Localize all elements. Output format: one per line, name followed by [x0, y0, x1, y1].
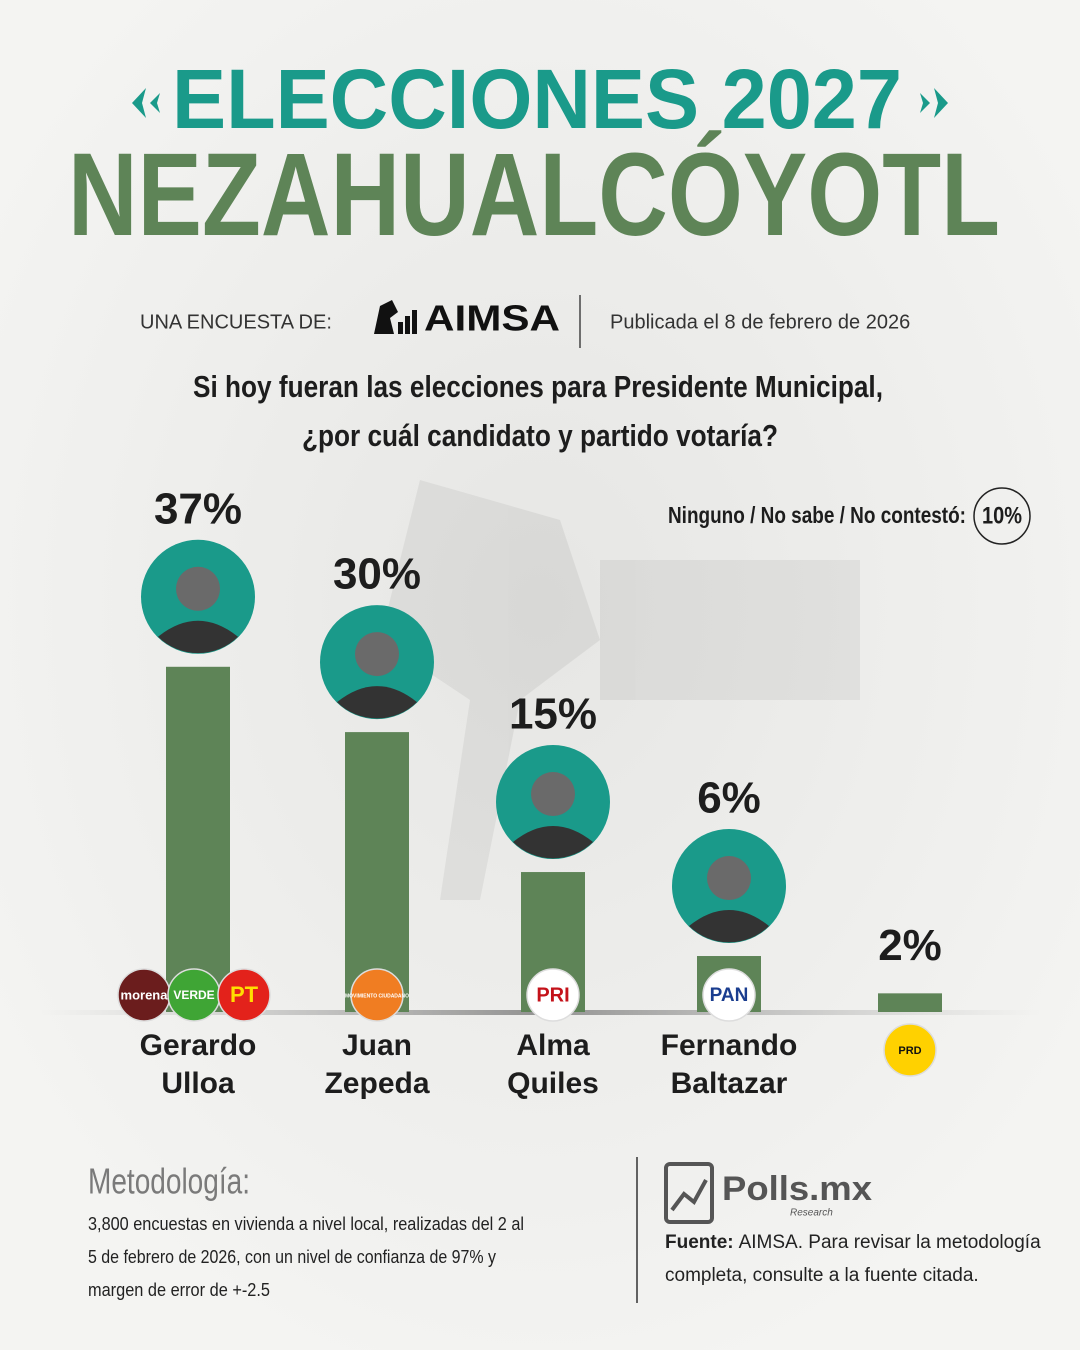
party-logo-text: MOVIMIENTO CIUDADANO [345, 993, 409, 999]
question-line: ¿por cuál candidato y partido votaría? [302, 418, 778, 453]
pollster-prefix: UNA ENCUESTA DE: [140, 311, 332, 333]
candidate-photo-face [531, 772, 575, 817]
category-label-line: Zepeda [324, 1067, 429, 1100]
methodology-text: 5 de febrero de 2026, con un nivel de co… [88, 1247, 496, 1267]
annotation-value: 10% [982, 502, 1022, 529]
brand-sub: Research [790, 1208, 833, 1219]
value-label: 2% [878, 921, 942, 970]
value-label: 37% [154, 484, 242, 533]
source: Fuente: AIMSA. Para revisar la metodologí… [665, 1232, 1041, 1253]
category-label-line: Gerardo [140, 1029, 257, 1062]
candidate-photo-body [337, 686, 417, 719]
candidate-photo-face [707, 856, 751, 901]
candidate-photo-face [355, 632, 399, 677]
category-label-line: Baltazar [671, 1067, 788, 1100]
category-label: Alma Quiles [507, 1029, 599, 1100]
pollster: AIMSA [424, 298, 560, 339]
party-logo-text: PT [230, 982, 259, 1007]
bar [166, 666, 230, 1012]
brand: Polls.mx [722, 1170, 872, 1208]
value-label: 6% [697, 774, 761, 823]
party-logo [883, 1023, 937, 1077]
source-text: AIMSA. Para revisar la metodología [739, 1232, 1041, 1253]
category-label-line: Ulloa [161, 1067, 235, 1100]
value-label: 30% [333, 550, 421, 599]
party-logo-text: PRI [536, 984, 569, 1006]
party-logo-text: PAN [710, 985, 749, 1006]
party-logo [350, 968, 404, 1022]
title: ELECCIONES 2027 [172, 52, 902, 146]
party-logo-text: PRD [898, 1045, 921, 1057]
category-label-line: Juan [342, 1029, 412, 1062]
source-label: Fuente: [665, 1232, 734, 1253]
background-monument [380, 480, 860, 900]
candidate-photo-body [513, 826, 593, 859]
bar [345, 732, 409, 1012]
category-label-line: Alma [516, 1029, 590, 1062]
party-logo [526, 968, 580, 1022]
pollster-logo-icon [374, 300, 417, 334]
annotation-circle [973, 487, 1031, 545]
party-logo-text: morena [121, 987, 169, 1002]
party-logo-text: VERDE [173, 988, 214, 1002]
party-logo [217, 968, 271, 1022]
category-label-line: Quiles [507, 1067, 599, 1100]
annotation-label: Ninguno / No sabe / No contestó: [668, 502, 966, 528]
party-logo [702, 968, 756, 1022]
methodology-text: 3,800 encuestas en vivienda a nivel loca… [88, 1214, 524, 1234]
question-line: Si hoy fueran las elecciones para Presid… [193, 369, 883, 404]
methodology-text: margen de error de +-2.5 [88, 1280, 270, 1300]
value-label: 15% [509, 690, 597, 739]
category-label: Fernando Baltazar [661, 1029, 798, 1100]
category-label-line: Fernando [661, 1029, 798, 1062]
candidate-photo-body [158, 620, 238, 654]
published: Publicada el 8 de febrero de 2026 [610, 311, 910, 333]
title-ornaments [132, 88, 948, 118]
bar-chart: 37% Gerardo Ulloa morena VERDE PT 30% Juan Zeped… [117, 484, 942, 1100]
bar [878, 993, 942, 1012]
subtitle: NEZAHUALCÓYOTL [68, 129, 1000, 261]
source-text: completa, consulte a la fuente citada. [665, 1265, 979, 1286]
candidate-photo-body [689, 910, 769, 943]
candidate-photo-face [176, 566, 220, 611]
methodology-title: Metodología: [88, 1161, 250, 1202]
brand-icon [664, 1162, 714, 1224]
category-label: Gerardo Ulloa [140, 1029, 257, 1100]
category-label: Juan Zepeda [324, 1029, 429, 1100]
